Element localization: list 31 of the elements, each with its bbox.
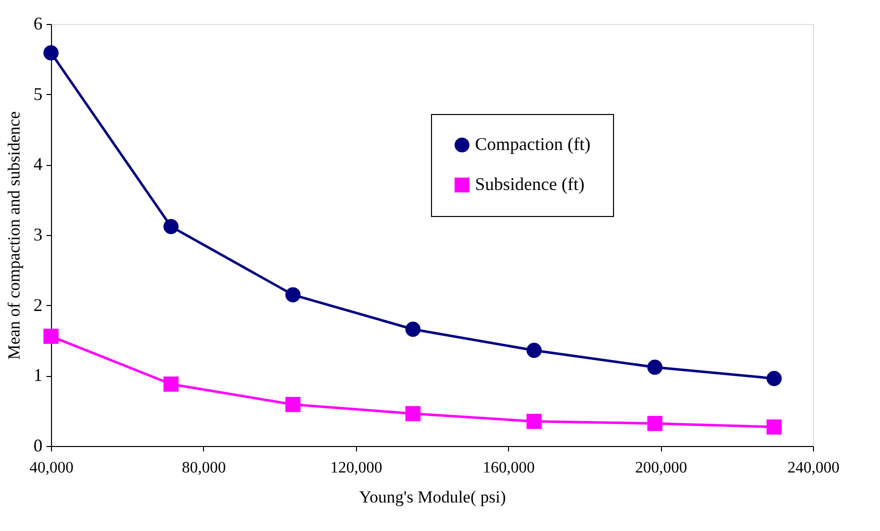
y-tick-label: 0 xyxy=(34,436,42,456)
point xyxy=(647,416,662,432)
point xyxy=(163,218,179,234)
point xyxy=(43,328,59,344)
x-tick-label: 240,000 xyxy=(788,460,840,476)
y-tick-label: 4 xyxy=(34,154,42,174)
point xyxy=(163,376,179,392)
point xyxy=(526,342,542,358)
x-axis-title: Young's Module( psi) xyxy=(359,488,506,506)
x-tick-label: 200,000 xyxy=(635,460,688,476)
point xyxy=(526,414,542,429)
point xyxy=(405,322,421,337)
point xyxy=(766,370,782,386)
point xyxy=(285,287,301,302)
x-tick-label: 80,000 xyxy=(182,460,226,476)
y-tick-label: 1 xyxy=(34,365,42,386)
y-tick-label: 2 xyxy=(34,294,42,315)
y-tick-label: 3 xyxy=(34,224,42,244)
y-axis-title: Mean of compaction and subsidence xyxy=(4,111,24,360)
point xyxy=(285,396,301,412)
point xyxy=(766,419,782,435)
x-tick-label: 160,000 xyxy=(482,460,535,476)
legend-label: Compaction (ft) xyxy=(475,134,590,154)
point xyxy=(647,360,662,375)
point xyxy=(43,45,59,60)
y-tick-label: 6 xyxy=(34,14,42,34)
y-tick-label: 5 xyxy=(34,84,42,104)
legend-label: Subsidence (ft) xyxy=(475,174,584,194)
x-tick-label: 40,000 xyxy=(30,460,74,476)
point xyxy=(405,406,421,422)
x-tick-label: 120,000 xyxy=(330,460,382,476)
